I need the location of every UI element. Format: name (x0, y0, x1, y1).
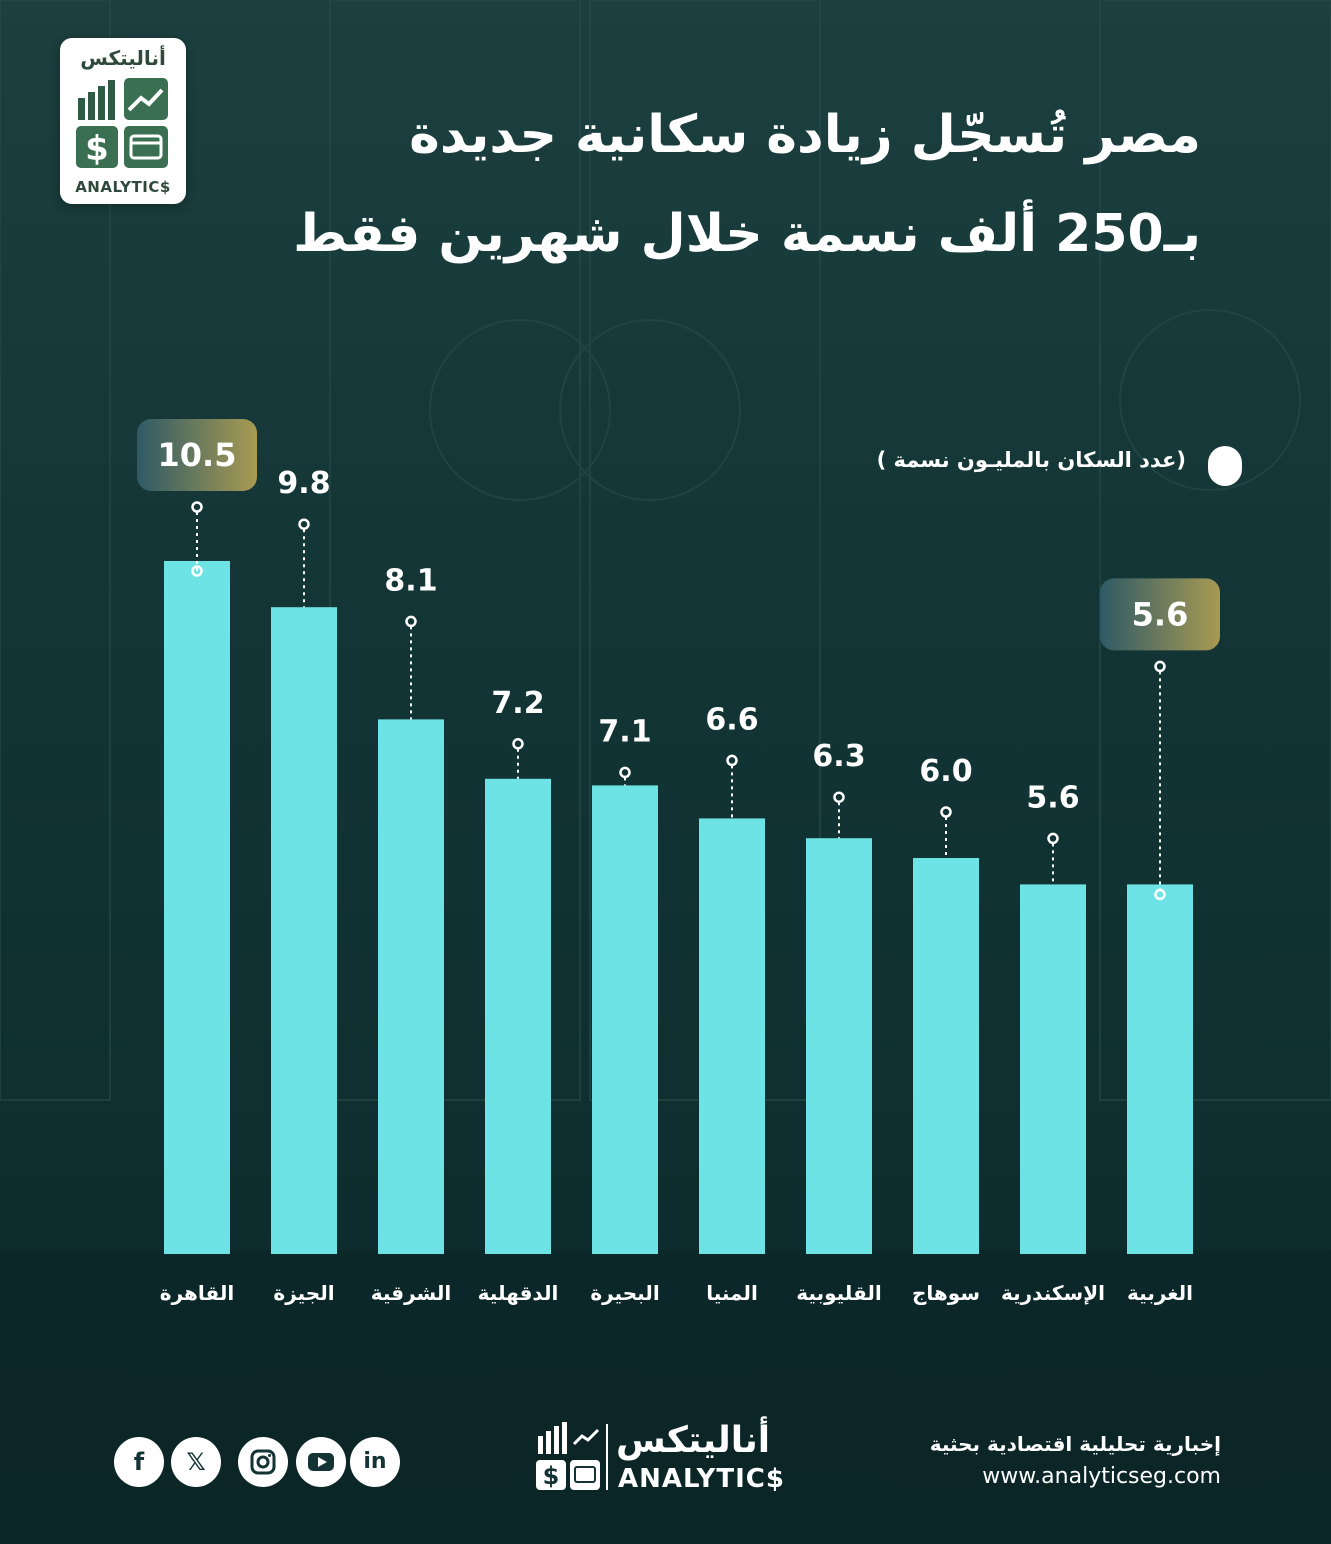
leader-dot (298, 518, 310, 530)
svg-text:$: $ (543, 1462, 560, 1490)
data-label: 6.0 (919, 754, 972, 789)
bar (806, 838, 872, 1254)
leader-dot (191, 565, 203, 577)
leader-dot (191, 501, 203, 513)
footer-brand-english: ANALYTIC$ (618, 1464, 785, 1494)
data-label: 6.3 (812, 739, 865, 774)
bar-chart: 10.5 القاهرة 9.8 الجيزة 8.1 الشرقية 7.2 الدقهلي… (137, 419, 1220, 1305)
bar (485, 778, 551, 1254)
leader-dot (833, 791, 845, 803)
youtube-icon[interactable] (296, 1437, 346, 1487)
linkedin-icon[interactable]: in (350, 1437, 400, 1487)
value-badge (1100, 578, 1220, 651)
bar (913, 858, 979, 1254)
leader-dot (1154, 660, 1166, 673)
data-label: 7.2 (491, 686, 544, 721)
leader-dot (619, 766, 631, 779)
logo-text-arabic: أناليتكس (80, 46, 166, 70)
data-label: 6.6 (705, 702, 758, 737)
footer-brand-arabic: أناليتكس (616, 1420, 771, 1461)
facebook-icon[interactable]: f (114, 1437, 164, 1487)
bar (592, 785, 658, 1254)
analytics-logo-icon: $ (76, 78, 168, 169)
data-label: 7.1 (598, 714, 651, 749)
data-label: 9.8 (277, 466, 330, 501)
data-label: 8.1 (384, 563, 437, 598)
instagram-icon[interactable] (238, 1437, 288, 1487)
category-label: الشرقية (371, 1281, 452, 1305)
leader-dot (1047, 832, 1059, 845)
logo-text-english: ANALYTIC$ (75, 178, 171, 196)
bar (699, 818, 765, 1254)
data-label: 10.5 (158, 436, 237, 474)
title-line-1: مصر تُسجّل زيادة سكانية جديدة (409, 105, 1201, 165)
leader-dot (726, 754, 738, 767)
category-label: القليوبية (796, 1281, 881, 1305)
leader-dot (512, 738, 524, 750)
category-label: البحيرة (590, 1281, 659, 1305)
category-label: الجيزة (273, 1281, 334, 1305)
logo: أناليتكس $ ANALYTIC$ (60, 38, 186, 204)
svg-text:$: $ (85, 129, 109, 169)
category-label: المنيا (706, 1281, 758, 1305)
category-label: القاهرة (160, 1281, 234, 1305)
x-icon[interactable]: 𝕏 (171, 1437, 221, 1487)
footer-website-link[interactable]: www.analyticseg.com (982, 1464, 1221, 1489)
legend-label: (عدد السكان بالمليـون نسمة ) (876, 448, 1186, 472)
category-label: الإسكندرية (1001, 1281, 1105, 1305)
category-label: سوهاج (912, 1281, 980, 1305)
page-title: مصر تُسجّل زيادة سكانية جديدة بـ250 ألف … (221, 86, 1201, 284)
footer-brand-divider (606, 1424, 608, 1490)
footer-tagline: إخبارية تحليلية اقتصادية بحثية (929, 1432, 1221, 1456)
leader-dot (405, 615, 417, 628)
value-badge (137, 419, 257, 491)
bar (271, 607, 337, 1254)
data-label: 5.6 (1026, 780, 1079, 815)
legend-marker (1208, 446, 1242, 486)
bar (164, 561, 230, 1254)
data-label: 5.6 (1132, 595, 1189, 633)
title-line-2: بـ250 ألف نسمة خلال شهرين فقط (293, 203, 1201, 264)
leader-dot (1154, 888, 1166, 901)
category-label: الغربية (1127, 1281, 1193, 1305)
bar (378, 719, 444, 1254)
leader-dot (940, 806, 952, 818)
category-label: الدقهلية (478, 1281, 559, 1305)
bar (1127, 884, 1193, 1254)
footer-analytics-icon: $ (536, 1422, 600, 1490)
bar (1020, 884, 1086, 1254)
